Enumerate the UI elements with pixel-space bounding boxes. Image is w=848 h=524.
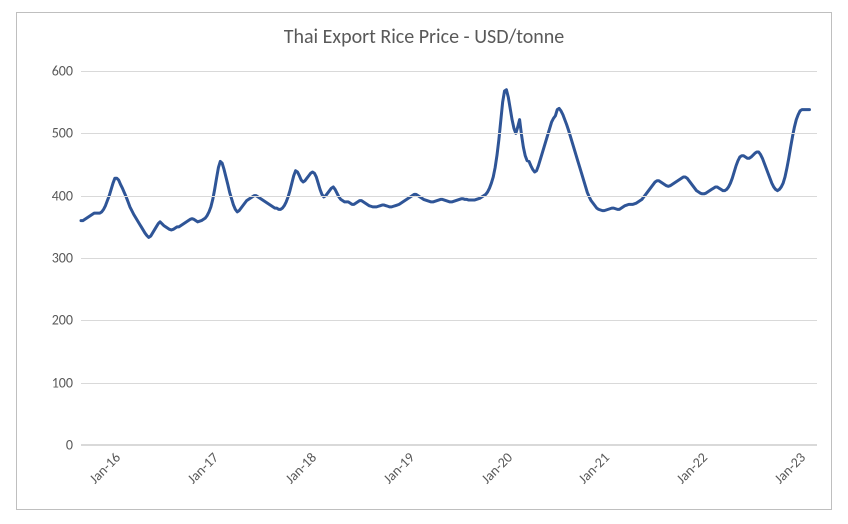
y-tick-label: 500 — [52, 125, 73, 142]
x-tick-label: Jan-20 — [477, 449, 515, 487]
y-tick-label: 600 — [52, 63, 73, 80]
gridline — [81, 196, 817, 197]
x-tick-label: Jan-23 — [771, 449, 809, 487]
y-tick-label: 100 — [52, 374, 73, 391]
y-tick-label: 400 — [52, 187, 73, 204]
gridline — [81, 383, 817, 384]
x-tick-label: Jan-16 — [86, 449, 124, 487]
gridline — [81, 320, 817, 321]
chart-title: Thai Export Rice Price - USD/tonne — [17, 25, 831, 49]
price-line-path — [81, 90, 809, 238]
y-tick-label: 0 — [66, 437, 73, 454]
gridline — [81, 258, 817, 259]
x-tick-label: Jan-19 — [379, 449, 417, 487]
chart-container: Thai Export Rice Price - USD/tonne 01002… — [16, 12, 832, 510]
gridline — [81, 71, 817, 72]
gridline — [81, 133, 817, 134]
y-tick-label: 200 — [52, 312, 73, 329]
x-tick-label: Jan-22 — [673, 449, 711, 487]
x-tick-label: Jan-21 — [575, 449, 613, 487]
x-tick-label: Jan-17 — [184, 449, 222, 487]
x-tick-label: Jan-18 — [282, 449, 320, 487]
y-tick-label: 300 — [52, 250, 73, 267]
gridline — [81, 445, 817, 446]
plot-area: 0100200300400500600Jan-16Jan-17Jan-18Jan… — [81, 71, 817, 445]
